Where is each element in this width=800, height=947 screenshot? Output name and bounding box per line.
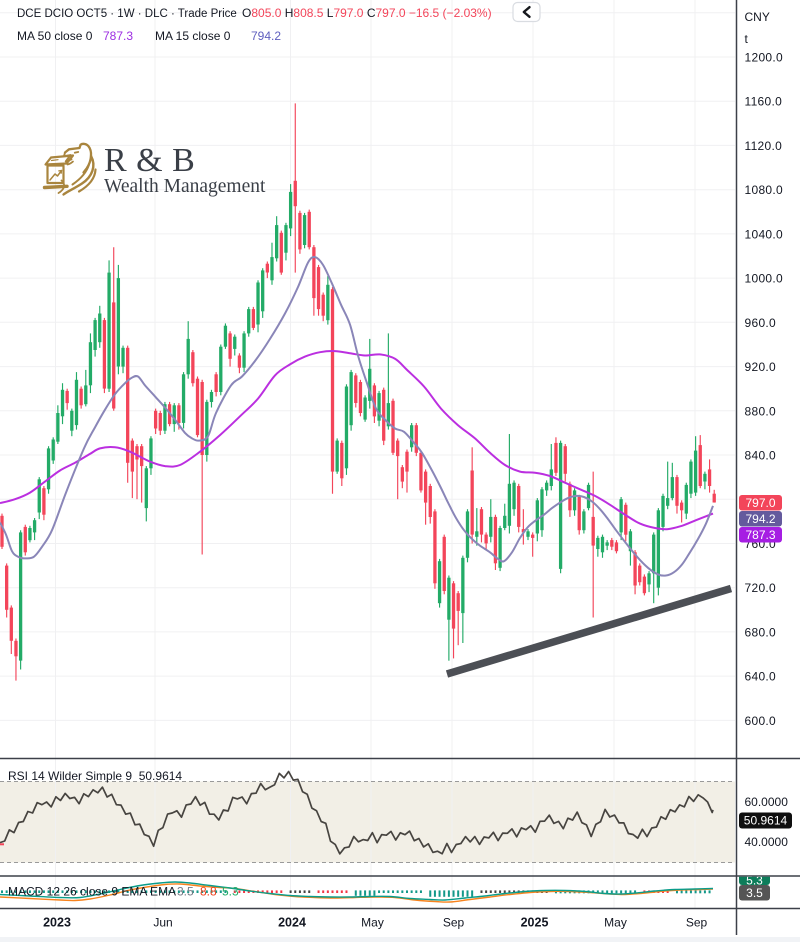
svg-text:5.3: 5.3 — [222, 885, 239, 899]
svg-text:Sep: Sep — [686, 916, 708, 930]
svg-text:680.0: 680.0 — [745, 625, 777, 639]
svg-text:t: t — [745, 32, 749, 46]
svg-text:600.0: 600.0 — [745, 714, 777, 728]
svg-text:Jun: Jun — [153, 916, 172, 930]
svg-text:Wealth Management: Wealth Management — [104, 176, 266, 197]
svg-text:O805.0 H808.5 L797.0 C797.0 −1: O805.0 H808.5 L797.0 C797.0 −16.5 (−2.03… — [242, 6, 492, 20]
svg-text:2025: 2025 — [521, 916, 549, 930]
svg-text:1160.0: 1160.0 — [745, 95, 783, 109]
svg-text:1200.0: 1200.0 — [745, 51, 784, 65]
svg-text:8.8: 8.8 — [200, 885, 217, 899]
svg-text:5.3: 5.3 — [746, 874, 763, 888]
svg-text:3.5: 3.5 — [177, 885, 194, 899]
svg-text:794.2: 794.2 — [745, 512, 775, 526]
svg-text:Sep: Sep — [443, 916, 465, 930]
svg-text:40.0000: 40.0000 — [745, 835, 789, 849]
svg-text:60.0000: 60.0000 — [745, 795, 789, 809]
svg-text:787.3: 787.3 — [745, 528, 775, 542]
svg-text:720.0: 720.0 — [745, 581, 777, 595]
svg-text:2024: 2024 — [278, 916, 306, 930]
svg-text:3.5: 3.5 — [746, 886, 763, 900]
svg-text:MA 50 close 0: MA 50 close 0 — [17, 29, 93, 43]
svg-text:1000.0: 1000.0 — [745, 272, 784, 286]
svg-text:797.0: 797.0 — [745, 496, 775, 510]
svg-text:May: May — [604, 916, 627, 930]
svg-text:R & B: R & B — [104, 142, 195, 179]
svg-text:920.0: 920.0 — [745, 360, 777, 374]
svg-text:1040.0: 1040.0 — [745, 227, 784, 241]
svg-text:DCE DCIO OCT5 · 1W · DLC · Tra: DCE DCIO OCT5 · 1W · DLC · Trade Price — [17, 8, 237, 20]
svg-text:880.0: 880.0 — [745, 404, 777, 418]
svg-text:RSI 14 Wilder Simple 9 50.961: RSI 14 Wilder Simple 9 50.9614 — [8, 769, 182, 783]
svg-text:50.9614: 50.9614 — [744, 814, 788, 828]
svg-text:787.3: 787.3 — [103, 29, 133, 43]
svg-text:960.0: 960.0 — [745, 316, 777, 330]
svg-text:840.0: 840.0 — [745, 449, 777, 463]
svg-text:2023: 2023 — [43, 916, 71, 930]
svg-text:1080.0: 1080.0 — [745, 183, 784, 197]
svg-text:1120.0: 1120.0 — [745, 139, 783, 153]
svg-text:May: May — [361, 916, 384, 930]
svg-text:640.0: 640.0 — [745, 670, 777, 684]
svg-text:MACD 12 26 close 9 EMA EMA: MACD 12 26 close 9 EMA EMA — [8, 885, 176, 899]
svg-text:MA 15 close 0: MA 15 close 0 — [155, 29, 231, 43]
svg-text:CNY: CNY — [745, 10, 770, 24]
svg-text:794.2: 794.2 — [251, 29, 281, 43]
